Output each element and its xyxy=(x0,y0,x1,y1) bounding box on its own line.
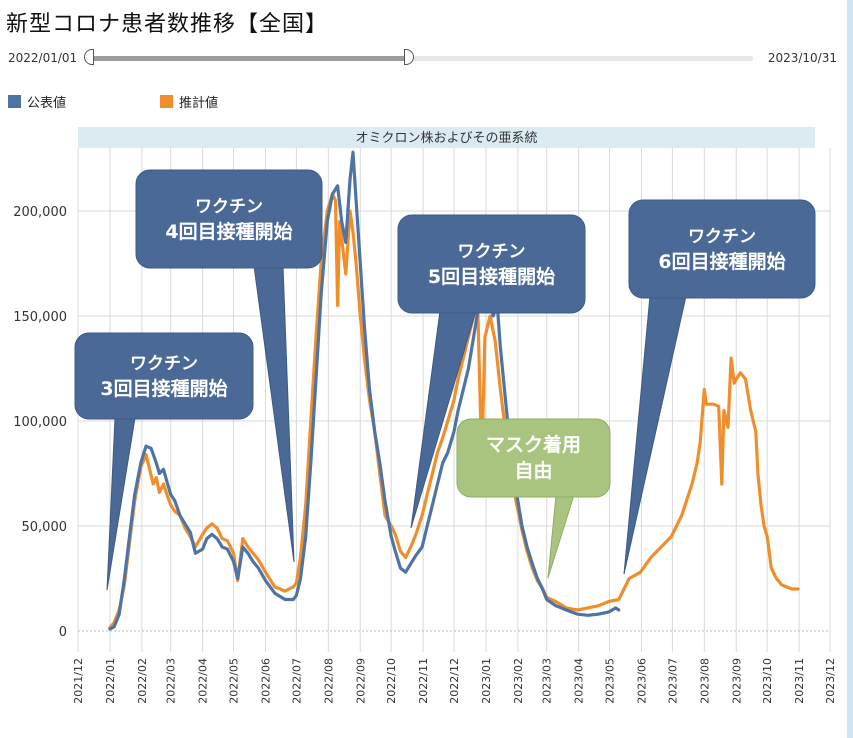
callout-layer: ワクチン3回目接種開始ワクチン4回目接種開始ワクチン5回目接種開始マスク着用自由… xyxy=(74,169,816,591)
callout-2: ワクチン 4回目接種開始 xyxy=(135,169,323,563)
x-tick-label: 2022/11 xyxy=(417,658,430,704)
callout-text-line: ワクチン xyxy=(458,242,526,262)
x-tick-label: 2023/02 xyxy=(512,658,525,704)
x-tick-label: 2023/08 xyxy=(698,658,711,704)
x-tick-label: 2023/10 xyxy=(761,658,774,704)
x-tick-label: 2023/04 xyxy=(573,658,586,704)
callout-text-line: 3回目接種開始 xyxy=(100,377,227,400)
legend-swatch-official xyxy=(8,95,21,108)
series-line-estimate xyxy=(108,192,800,630)
range-start-label: 2022/01/01 xyxy=(8,51,78,65)
y-tick-label: 200,000 xyxy=(13,205,67,220)
legend-item-official[interactable]: 公表値 xyxy=(8,92,66,111)
callout-box xyxy=(74,332,254,420)
x-tick-label: 2022/12 xyxy=(448,658,461,704)
callout-text-line: ワクチン xyxy=(688,227,756,247)
omicron-band-label: オミクロン株およびその亜系統 xyxy=(355,131,537,146)
x-tick-label: 2023/11 xyxy=(793,658,806,704)
slider-selected-range xyxy=(90,56,409,61)
legend-item-estimate[interactable]: 推計値 xyxy=(160,92,218,111)
x-tick-label: 2023/12 xyxy=(824,658,837,704)
callout-text-line: 6回目接種開始 xyxy=(658,250,785,273)
callout-box xyxy=(397,214,586,314)
slider-start-handle[interactable] xyxy=(84,49,94,65)
x-tick-label: 2022/06 xyxy=(259,658,272,704)
callout-5: ワクチン 6回目接種開始 xyxy=(623,199,816,575)
y-tick-label: 0 xyxy=(59,625,67,640)
x-tick-label: 2023/03 xyxy=(541,658,554,704)
y-axis-ticks: 0 50,000 100,000 150,000 200,000 xyxy=(13,205,67,640)
omicron-band xyxy=(78,127,815,148)
callout-text-line: ワクチン xyxy=(195,197,263,217)
x-tick-label: 2022/07 xyxy=(290,658,303,704)
x-tick-label: 2022/03 xyxy=(165,658,178,704)
x-axis-ticks: 2021/12 2022/01 2022/02 2022/03 2022/04 2022/… xyxy=(72,658,837,704)
callout-3: ワクチン 5回目接種開始 xyxy=(397,214,586,529)
legend-label-estimate: 推計値 xyxy=(179,96,219,111)
x-tick-label: 2022/09 xyxy=(354,658,367,704)
y-tick-label: 100,000 xyxy=(13,415,67,430)
x-tick-label: 2021/12 xyxy=(72,658,85,704)
callout-text-line: 5回目接種開始 xyxy=(428,265,555,288)
callout-box xyxy=(628,199,816,299)
x-tick-label: 2022/04 xyxy=(197,658,210,704)
y-tick-label: 150,000 xyxy=(13,310,67,325)
x-tick-label: 2023/09 xyxy=(730,658,743,704)
x-tick-label: 2023/07 xyxy=(666,658,679,704)
x-tick-label: 2022/08 xyxy=(322,658,335,704)
callout-text-line: 4回目接種開始 xyxy=(165,220,292,243)
x-tick-label: 2023/05 xyxy=(604,658,617,704)
callout-text-line: マスク着用 xyxy=(486,433,581,456)
date-range-slider[interactable] xyxy=(90,56,753,61)
callout-box xyxy=(456,418,611,498)
callout-box xyxy=(135,169,323,269)
x-tick-label: 2023/01 xyxy=(480,658,493,704)
callout-text-line: ワクチン xyxy=(130,354,198,374)
range-end-label: 2023/10/31 xyxy=(767,51,837,65)
callout-1: ワクチン 3回目接種開始 xyxy=(74,332,254,591)
x-tick-label: 2022/01 xyxy=(104,658,117,704)
x-tick-label: 2023/06 xyxy=(635,658,648,704)
legend-swatch-estimate xyxy=(160,95,173,108)
callout-text-line: 自由 xyxy=(514,459,552,482)
right-scroll-strip xyxy=(847,0,853,738)
page-title: 新型コロナ患者数推移【全国】 xyxy=(6,12,329,37)
x-tick-label: 2022/10 xyxy=(385,658,398,704)
legend-label-official: 公表値 xyxy=(27,96,67,111)
x-tick-label: 2022/02 xyxy=(136,658,149,704)
y-tick-label: 50,000 xyxy=(22,520,68,535)
x-tick-label: 2022/05 xyxy=(228,658,241,704)
